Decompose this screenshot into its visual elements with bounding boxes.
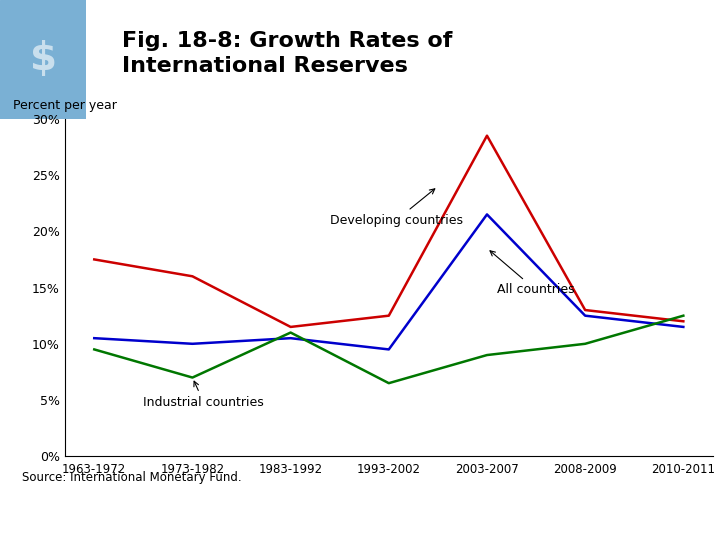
Text: Copyright ©2015 Pearson Education, Inc. All rights reserved.: Copyright ©2015 Pearson Education, Inc. … (22, 515, 341, 525)
Text: Fig. 18-8: Growth Rates of
International Reserves: Fig. 18-8: Growth Rates of International… (122, 31, 453, 76)
Text: Developing countries: Developing countries (330, 189, 463, 227)
Text: Industrial countries: Industrial countries (143, 381, 264, 409)
Text: Percent per year: Percent per year (13, 99, 117, 112)
Text: $: $ (30, 40, 57, 78)
Text: Source: International Monetary Fund.: Source: International Monetary Fund. (22, 471, 241, 484)
Text: All countries: All countries (490, 251, 575, 296)
Text: 18-48: 18-48 (668, 515, 698, 525)
